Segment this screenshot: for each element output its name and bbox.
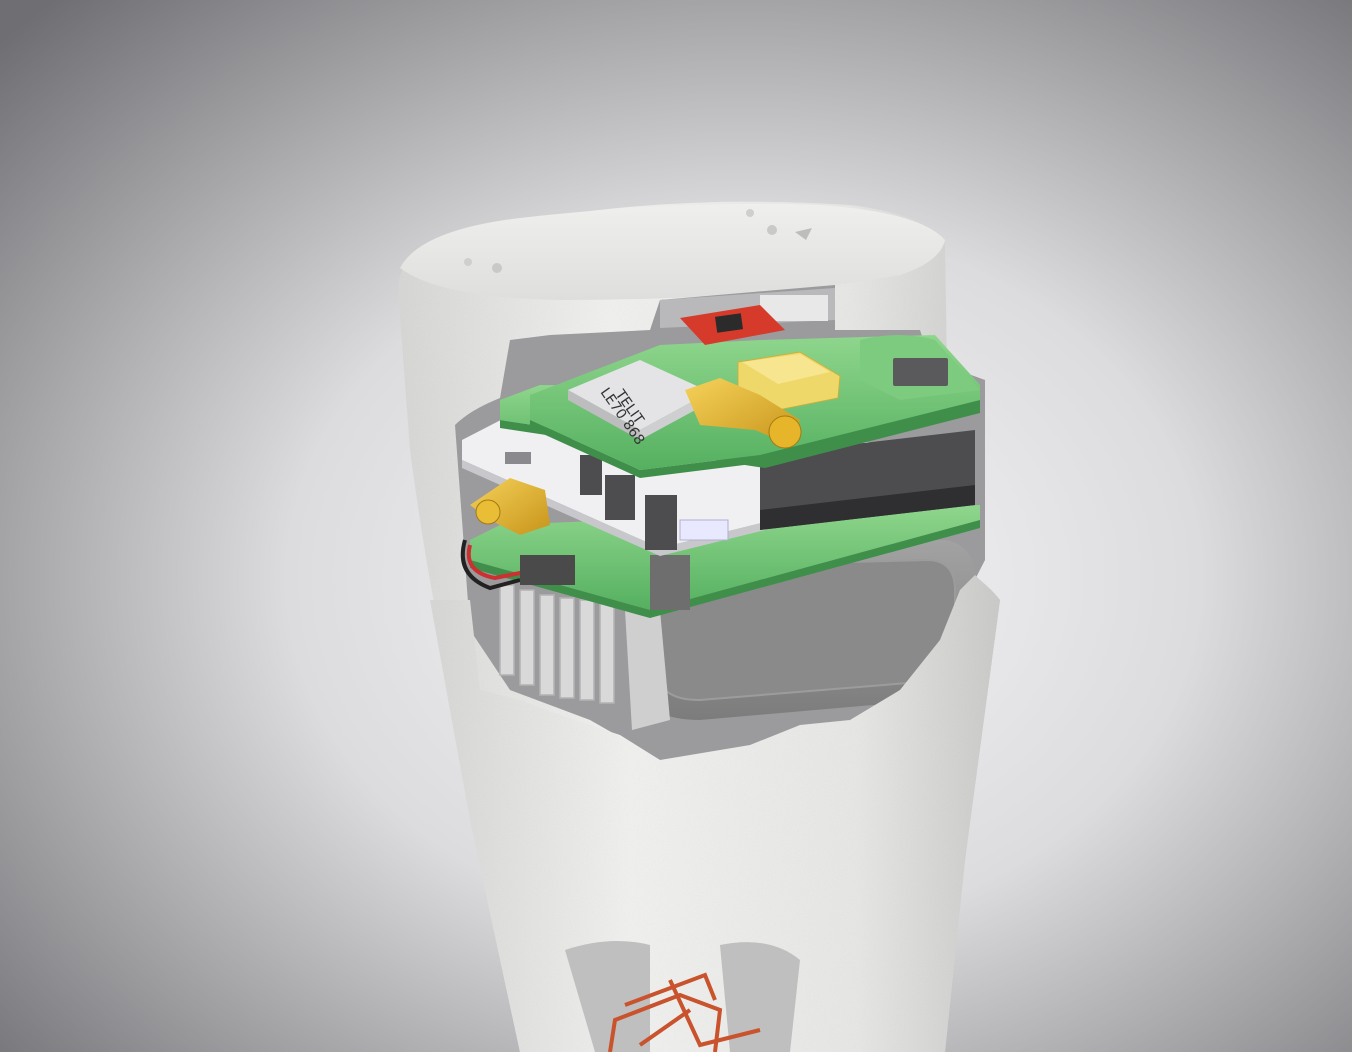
sma-connectors [470,378,802,535]
copper-antenna [608,972,761,1052]
heatsink [499,584,615,704]
pcb-bottom-board [470,505,980,618]
gps-module [737,351,841,411]
battery-wires [460,539,575,591]
enclosure-front-shell [430,575,1000,1052]
